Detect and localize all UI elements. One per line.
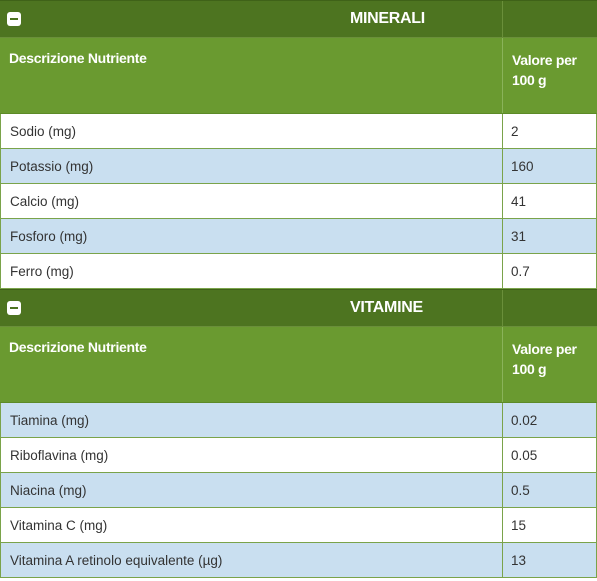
vitamine-rows: Tiamina (mg) 0.02 Riboflavina (mg) 0.05 … <box>0 403 597 578</box>
column-divider <box>502 290 503 326</box>
column-header-description: Descrizione Nutriente <box>9 50 147 66</box>
nutrient-name: Sodio (mg) <box>0 114 502 148</box>
table-row: Sodio (mg) 2 <box>0 114 597 149</box>
nutrient-value: 13 <box>502 543 597 577</box>
nutrient-value: 0.5 <box>502 473 597 507</box>
table-row: Riboflavina (mg) 0.05 <box>0 438 597 473</box>
nutrient-name: Fosforo (mg) <box>0 219 502 253</box>
table-row: Vitamina A retinolo equivalente (µg) 13 <box>0 543 597 578</box>
nutrient-name: Vitamina A retinolo equivalente (µg) <box>0 543 502 577</box>
column-header-vitamine: Descrizione Nutriente Valore per 100 g <box>0 327 597 403</box>
column-header-minerali: Descrizione Nutriente Valore per 100 g <box>0 38 597 114</box>
nutrient-name: Tiamina (mg) <box>0 403 502 437</box>
nutrient-value: 0.02 <box>502 403 597 437</box>
table-row: Tiamina (mg) 0.02 <box>0 403 597 438</box>
minerali-rows: Sodio (mg) 2 Potassio (mg) 160 Calcio (m… <box>0 114 597 289</box>
nutrient-value: 0.05 <box>502 438 597 472</box>
column-header-value: Valore per 100 g <box>502 327 597 402</box>
section-title-minerali: MINERALI <box>350 10 425 27</box>
nutrient-value: 160 <box>502 149 597 183</box>
minus-bar <box>10 18 18 20</box>
section-title-vitamine: VITAMINE <box>350 299 423 316</box>
table-row: Vitamina C (mg) 15 <box>0 508 597 543</box>
nutrient-name: Potassio (mg) <box>0 149 502 183</box>
collapse-minus-icon[interactable] <box>7 12 21 26</box>
nutrient-name: Ferro (mg) <box>0 254 502 288</box>
nutrient-name: Calcio (mg) <box>0 184 502 218</box>
table-row: Fosforo (mg) 31 <box>0 219 597 254</box>
column-divider <box>502 1 503 37</box>
table-row: Niacina (mg) 0.5 <box>0 473 597 508</box>
column-header-description: Descrizione Nutriente <box>9 339 147 355</box>
collapse-minus-icon[interactable] <box>7 301 21 315</box>
nutrient-name: Niacina (mg) <box>0 473 502 507</box>
nutrient-value: 0.7 <box>502 254 597 288</box>
table-row: Calcio (mg) 41 <box>0 184 597 219</box>
section-header-minerali[interactable]: MINERALI <box>0 0 597 38</box>
nutrient-name: Riboflavina (mg) <box>0 438 502 472</box>
nutrient-value: 41 <box>502 184 597 218</box>
nutrient-value: 2 <box>502 114 597 148</box>
nutrient-value: 15 <box>502 508 597 542</box>
nutrient-value: 31 <box>502 219 597 253</box>
minus-bar <box>10 307 18 309</box>
table-row: Ferro (mg) 0.7 <box>0 254 597 289</box>
column-header-value: Valore per 100 g <box>502 38 597 113</box>
section-header-vitamine[interactable]: VITAMINE <box>0 289 597 327</box>
table-row: Potassio (mg) 160 <box>0 149 597 184</box>
nutrient-name: Vitamina C (mg) <box>0 508 502 542</box>
